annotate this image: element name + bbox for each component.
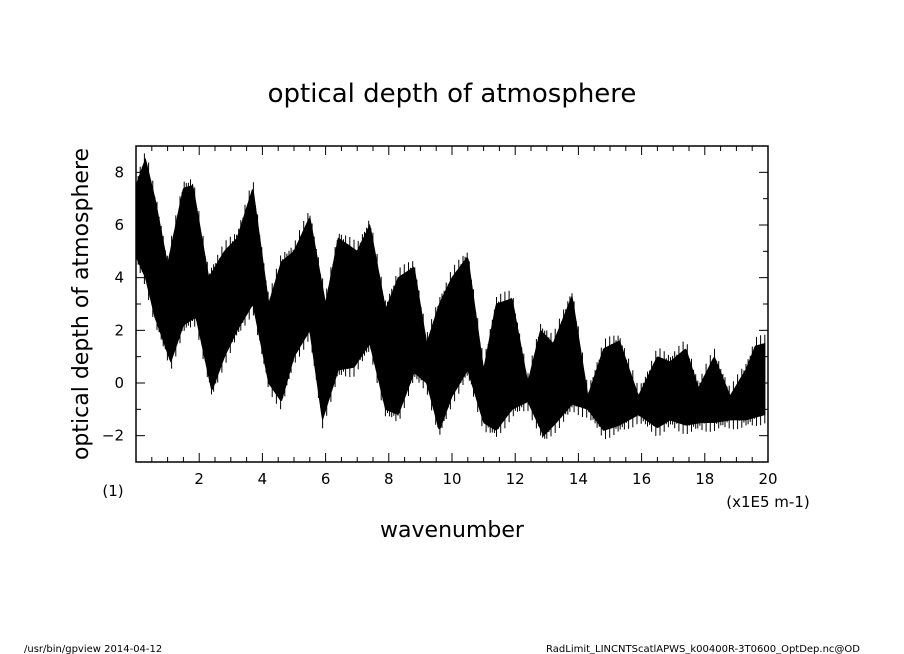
y-tick-label: 4 <box>114 269 124 287</box>
x-tick-label: 10 <box>442 470 461 488</box>
x-tick-label: 18 <box>695 470 714 488</box>
x-tick-label: 14 <box>569 470 588 488</box>
x-tick-label: 16 <box>632 470 651 488</box>
footer-right: RadLimit_LINCNTScatlAPWS_k00400R-3T0600_… <box>546 644 860 654</box>
x-tick-label: 12 <box>506 470 525 488</box>
x-tick-label: 6 <box>321 470 331 488</box>
y-axis-unit: (1) <box>102 482 123 500</box>
x-axis: 2 4 6 8 10 12 14 16 18 20 <box>151 146 778 488</box>
data-series-spikes <box>135 153 766 440</box>
y-tick-label: 6 <box>114 216 124 234</box>
y-axis: −2 0 2 4 6 8 <box>102 145 768 463</box>
chart-title: optical depth of atmosphere <box>268 79 637 109</box>
plot-area <box>135 153 766 440</box>
x-tick-label: 4 <box>258 470 268 488</box>
y-tick-label: 2 <box>114 321 124 339</box>
y-axis-label: optical depth of atmosphere <box>69 148 94 460</box>
x-axis-unit: (x1E5 m-1) <box>726 493 809 511</box>
y-tick-label: 8 <box>114 163 124 181</box>
footer-left: /usr/bin/gpview 2014-04-12 <box>24 644 162 654</box>
x-tick-label: 20 <box>758 470 777 488</box>
x-tick-label: 2 <box>194 470 204 488</box>
x-tick-label: 8 <box>384 470 394 488</box>
y-tick-label: 0 <box>114 374 124 392</box>
y-tick-label: −2 <box>102 427 124 445</box>
x-axis-label: wavenumber <box>380 518 525 543</box>
